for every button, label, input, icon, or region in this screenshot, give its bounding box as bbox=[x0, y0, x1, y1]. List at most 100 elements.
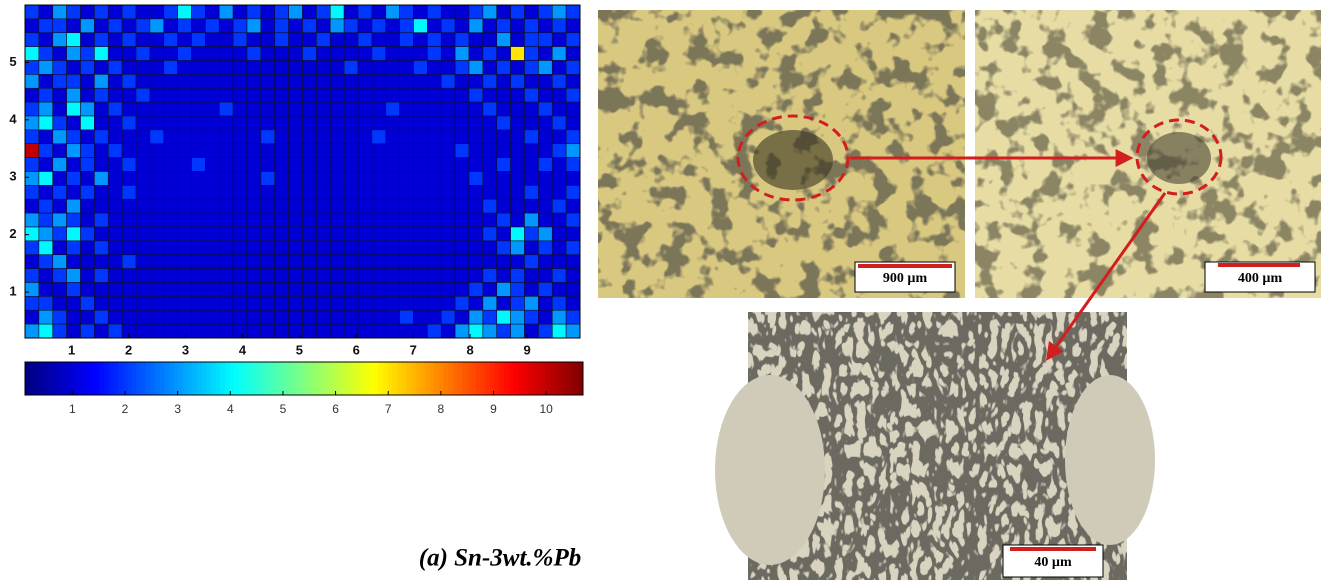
cell bbox=[482, 87, 498, 103]
colorbar-step bbox=[206, 362, 212, 395]
colorbar-step bbox=[76, 362, 82, 395]
cell bbox=[218, 115, 234, 131]
y-tick-label: 2 bbox=[9, 226, 16, 241]
micrograph: 900 µm bbox=[598, 10, 965, 298]
cell bbox=[399, 87, 414, 103]
cell bbox=[482, 212, 498, 228]
cell bbox=[329, 74, 345, 89]
cell bbox=[260, 254, 276, 269]
cell bbox=[232, 268, 248, 283]
cell bbox=[121, 101, 137, 117]
cell bbox=[274, 129, 289, 145]
cell bbox=[205, 198, 220, 214]
cell bbox=[482, 143, 498, 158]
cell bbox=[538, 296, 553, 311]
cell bbox=[468, 60, 484, 75]
cell bbox=[66, 226, 81, 242]
cell bbox=[121, 74, 137, 89]
cell bbox=[80, 254, 95, 269]
colorbar-step bbox=[443, 362, 449, 395]
cell bbox=[565, 282, 581, 297]
cell bbox=[260, 32, 276, 47]
cell bbox=[413, 323, 428, 339]
cell bbox=[551, 198, 567, 214]
cell bbox=[538, 129, 553, 145]
cell bbox=[121, 185, 137, 200]
colorbar-step bbox=[178, 362, 184, 395]
cell bbox=[538, 268, 553, 283]
cell bbox=[205, 87, 220, 103]
cell bbox=[399, 240, 414, 256]
cell bbox=[524, 143, 539, 158]
cell bbox=[371, 198, 387, 214]
colorbar-step bbox=[108, 362, 114, 395]
cell bbox=[413, 115, 428, 131]
cell bbox=[468, 268, 484, 283]
cell bbox=[399, 32, 414, 47]
cell bbox=[524, 254, 539, 269]
cell bbox=[385, 18, 400, 34]
cell bbox=[510, 18, 525, 34]
cell bbox=[274, 268, 289, 283]
cell bbox=[371, 309, 387, 325]
cell bbox=[454, 60, 470, 75]
colorbar-step bbox=[401, 362, 407, 395]
cell bbox=[232, 129, 248, 145]
cell bbox=[399, 198, 414, 214]
cell bbox=[440, 32, 456, 47]
cell bbox=[565, 212, 581, 228]
cell bbox=[454, 115, 470, 131]
cell bbox=[121, 240, 137, 256]
cell bbox=[399, 157, 414, 172]
cell bbox=[399, 129, 414, 145]
cell bbox=[524, 87, 539, 103]
cell bbox=[38, 60, 54, 75]
cell bbox=[121, 32, 137, 47]
cell bbox=[399, 323, 414, 339]
cell bbox=[24, 254, 40, 269]
colorbar-step bbox=[359, 362, 365, 395]
cell bbox=[371, 87, 387, 103]
cell bbox=[357, 115, 373, 131]
cell bbox=[66, 143, 81, 158]
cell bbox=[52, 4, 67, 20]
cell bbox=[371, 46, 387, 61]
cell bbox=[357, 282, 373, 297]
colorbar-step bbox=[131, 362, 138, 395]
cell bbox=[288, 101, 303, 117]
cell bbox=[107, 282, 123, 297]
cell bbox=[177, 157, 192, 172]
cell bbox=[496, 212, 511, 228]
cell bbox=[288, 4, 303, 20]
colorbar-tick-label: 2 bbox=[122, 402, 129, 416]
cell bbox=[246, 268, 262, 283]
cell bbox=[454, 129, 470, 145]
cell bbox=[343, 226, 359, 242]
cell bbox=[371, 240, 387, 256]
cell bbox=[538, 46, 553, 61]
x-tick-label: 3 bbox=[182, 342, 189, 357]
cell bbox=[288, 87, 303, 103]
cell bbox=[260, 268, 276, 283]
cell bbox=[218, 212, 234, 228]
cell bbox=[440, 171, 456, 186]
cell bbox=[177, 129, 192, 145]
colorbar-step bbox=[285, 362, 291, 395]
cell bbox=[24, 212, 40, 228]
cell bbox=[482, 240, 498, 256]
colorbar-step bbox=[164, 362, 170, 395]
cell bbox=[260, 87, 276, 103]
cell bbox=[260, 18, 276, 34]
cell bbox=[413, 129, 428, 145]
cell bbox=[551, 240, 567, 256]
cell bbox=[329, 157, 345, 172]
colorbar-step bbox=[197, 362, 203, 395]
cell bbox=[232, 101, 248, 117]
colorbar-step bbox=[38, 362, 45, 395]
cell bbox=[177, 46, 192, 61]
cell bbox=[232, 18, 248, 34]
colorbar-tick-label: 5 bbox=[280, 402, 287, 416]
cell bbox=[288, 309, 303, 325]
cell bbox=[288, 157, 303, 172]
cell bbox=[538, 87, 553, 103]
